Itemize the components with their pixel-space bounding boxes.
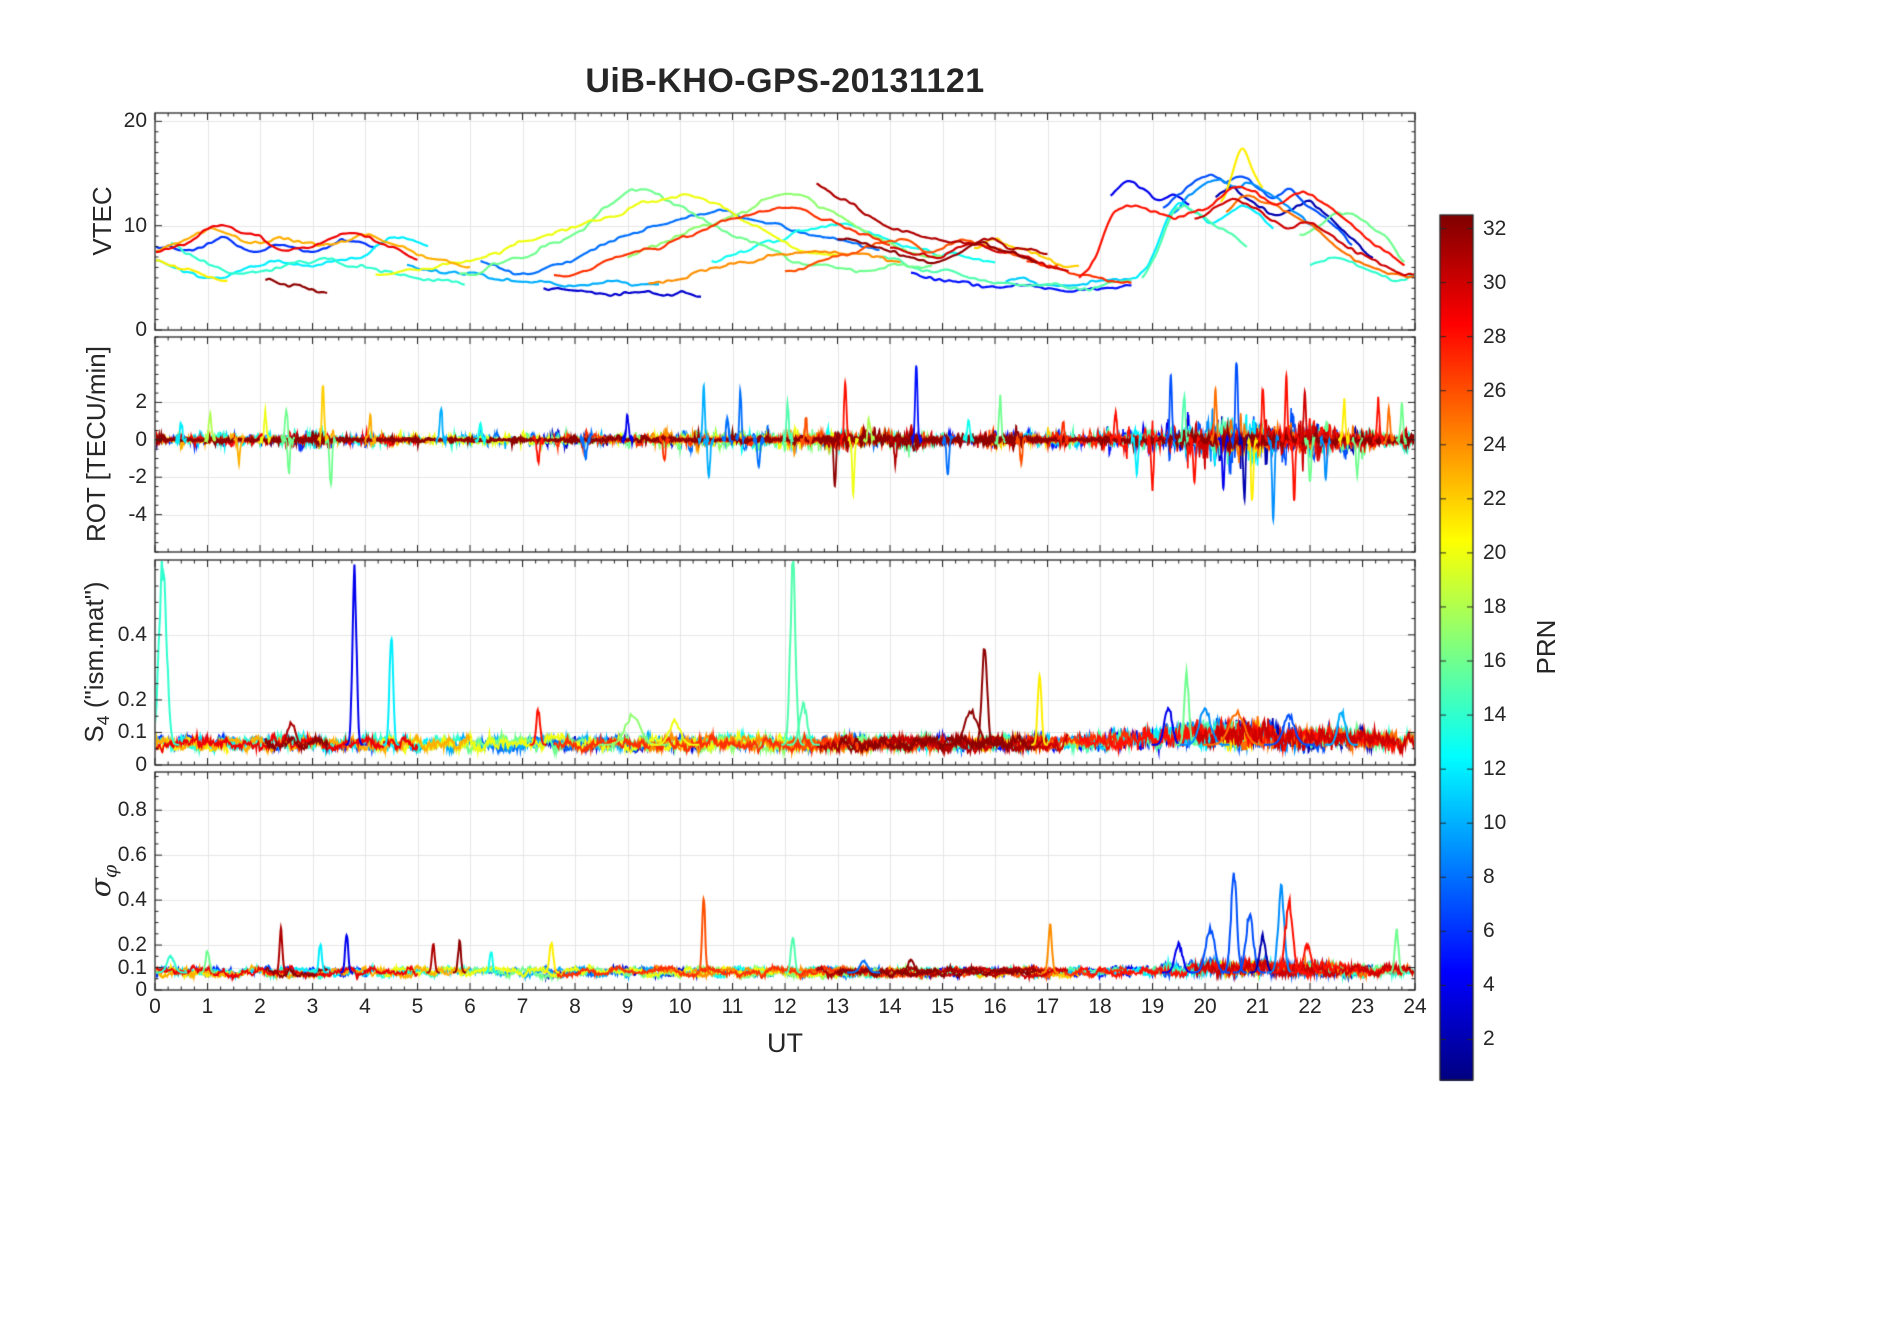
x-tick-label: 15 [930, 995, 955, 1018]
colorbar-tick-label: 26 [1483, 378, 1507, 402]
y-tick-label: 0.1 [117, 955, 147, 979]
y-tick-label: 0 [135, 427, 147, 451]
y-tick-label: -2 [128, 465, 147, 489]
x-tick-label: 23 [1350, 995, 1375, 1018]
y-tick-label: 0 [135, 318, 147, 341]
colorbar-tick-label: 22 [1483, 486, 1507, 510]
x-tick-label: 16 [983, 995, 1007, 1018]
x-tick-label: 1 [201, 995, 214, 1018]
y-tick-label: 0.6 [117, 843, 147, 867]
x-tick-label: 14 [878, 995, 902, 1018]
y-tick-label: -4 [128, 502, 147, 526]
x-tick-label: 19 [1140, 995, 1165, 1018]
x-tick-label: 12 [773, 995, 797, 1018]
y-tick-label: 0.2 [117, 933, 147, 957]
x-tick-label: 6 [464, 995, 476, 1018]
x-tick-label: 22 [1298, 995, 1322, 1018]
colorbar-tick-label: 12 [1483, 757, 1507, 781]
y-tick-label: 20 [123, 109, 147, 133]
x-tick-label: 17 [1035, 995, 1060, 1018]
colorbar-tick-label: 4 [1483, 973, 1495, 997]
colorbar-tick-label: 6 [1483, 919, 1495, 943]
x-tick-label: 11 [721, 995, 744, 1018]
x-tick-label: 9 [621, 995, 634, 1018]
x-axis-label-ut: UT [767, 1028, 803, 1058]
colorbar-tick-label: 14 [1483, 703, 1507, 727]
y-tick-label: 10 [123, 213, 147, 237]
y-tick-label: 0.4 [117, 622, 147, 646]
chart-title: UiB-KHO-GPS-20131121 [585, 62, 985, 100]
x-tick-label: 5 [411, 995, 424, 1018]
x-tick-label: 2 [254, 995, 266, 1018]
x-tick-label: 7 [516, 995, 529, 1018]
y-tick-label: 0.4 [117, 888, 147, 912]
y-tick-label: 0 [135, 978, 147, 1001]
x-tick-label: 24 [1403, 995, 1427, 1018]
colorbar-tick-label: 20 [1483, 540, 1507, 564]
colorbar-tick-label: 16 [1483, 649, 1507, 673]
y-tick-label: 0 [135, 753, 147, 776]
x-tick-label: 18 [1088, 995, 1112, 1018]
x-tick-label: 0 [149, 995, 161, 1018]
x-tick-label: 4 [359, 995, 371, 1018]
y-tick-label: 2 [135, 390, 147, 414]
y-axis-label-sigma-phi: σφ [84, 821, 124, 941]
colorbar-tick-label: 32 [1483, 216, 1507, 240]
x-tick-label: 10 [668, 995, 692, 1018]
sigma-label-sub: φ [99, 864, 122, 879]
y-tick-label: 0.2 [117, 687, 147, 711]
x-tick-label: 13 [825, 995, 850, 1018]
y-tick-label: 0.1 [117, 720, 147, 744]
colorbar-tick-label: 24 [1483, 432, 1507, 456]
colorbar-tick-label: 8 [1483, 865, 1495, 889]
colorbar-tick-label: 2 [1483, 1027, 1495, 1051]
x-tick-label: 20 [1193, 995, 1217, 1018]
colorbar-tick-label: 10 [1483, 811, 1507, 835]
colorbar-tick-label: 28 [1483, 324, 1507, 348]
colorbar-tick-label: 18 [1483, 594, 1507, 618]
x-tick-label: 21 [1245, 995, 1270, 1018]
x-tick-label: 8 [569, 995, 581, 1018]
colorbar-tick-label: 30 [1483, 270, 1507, 294]
y-tick-label: 0.8 [117, 798, 147, 822]
x-tick-label: 3 [306, 995, 319, 1018]
